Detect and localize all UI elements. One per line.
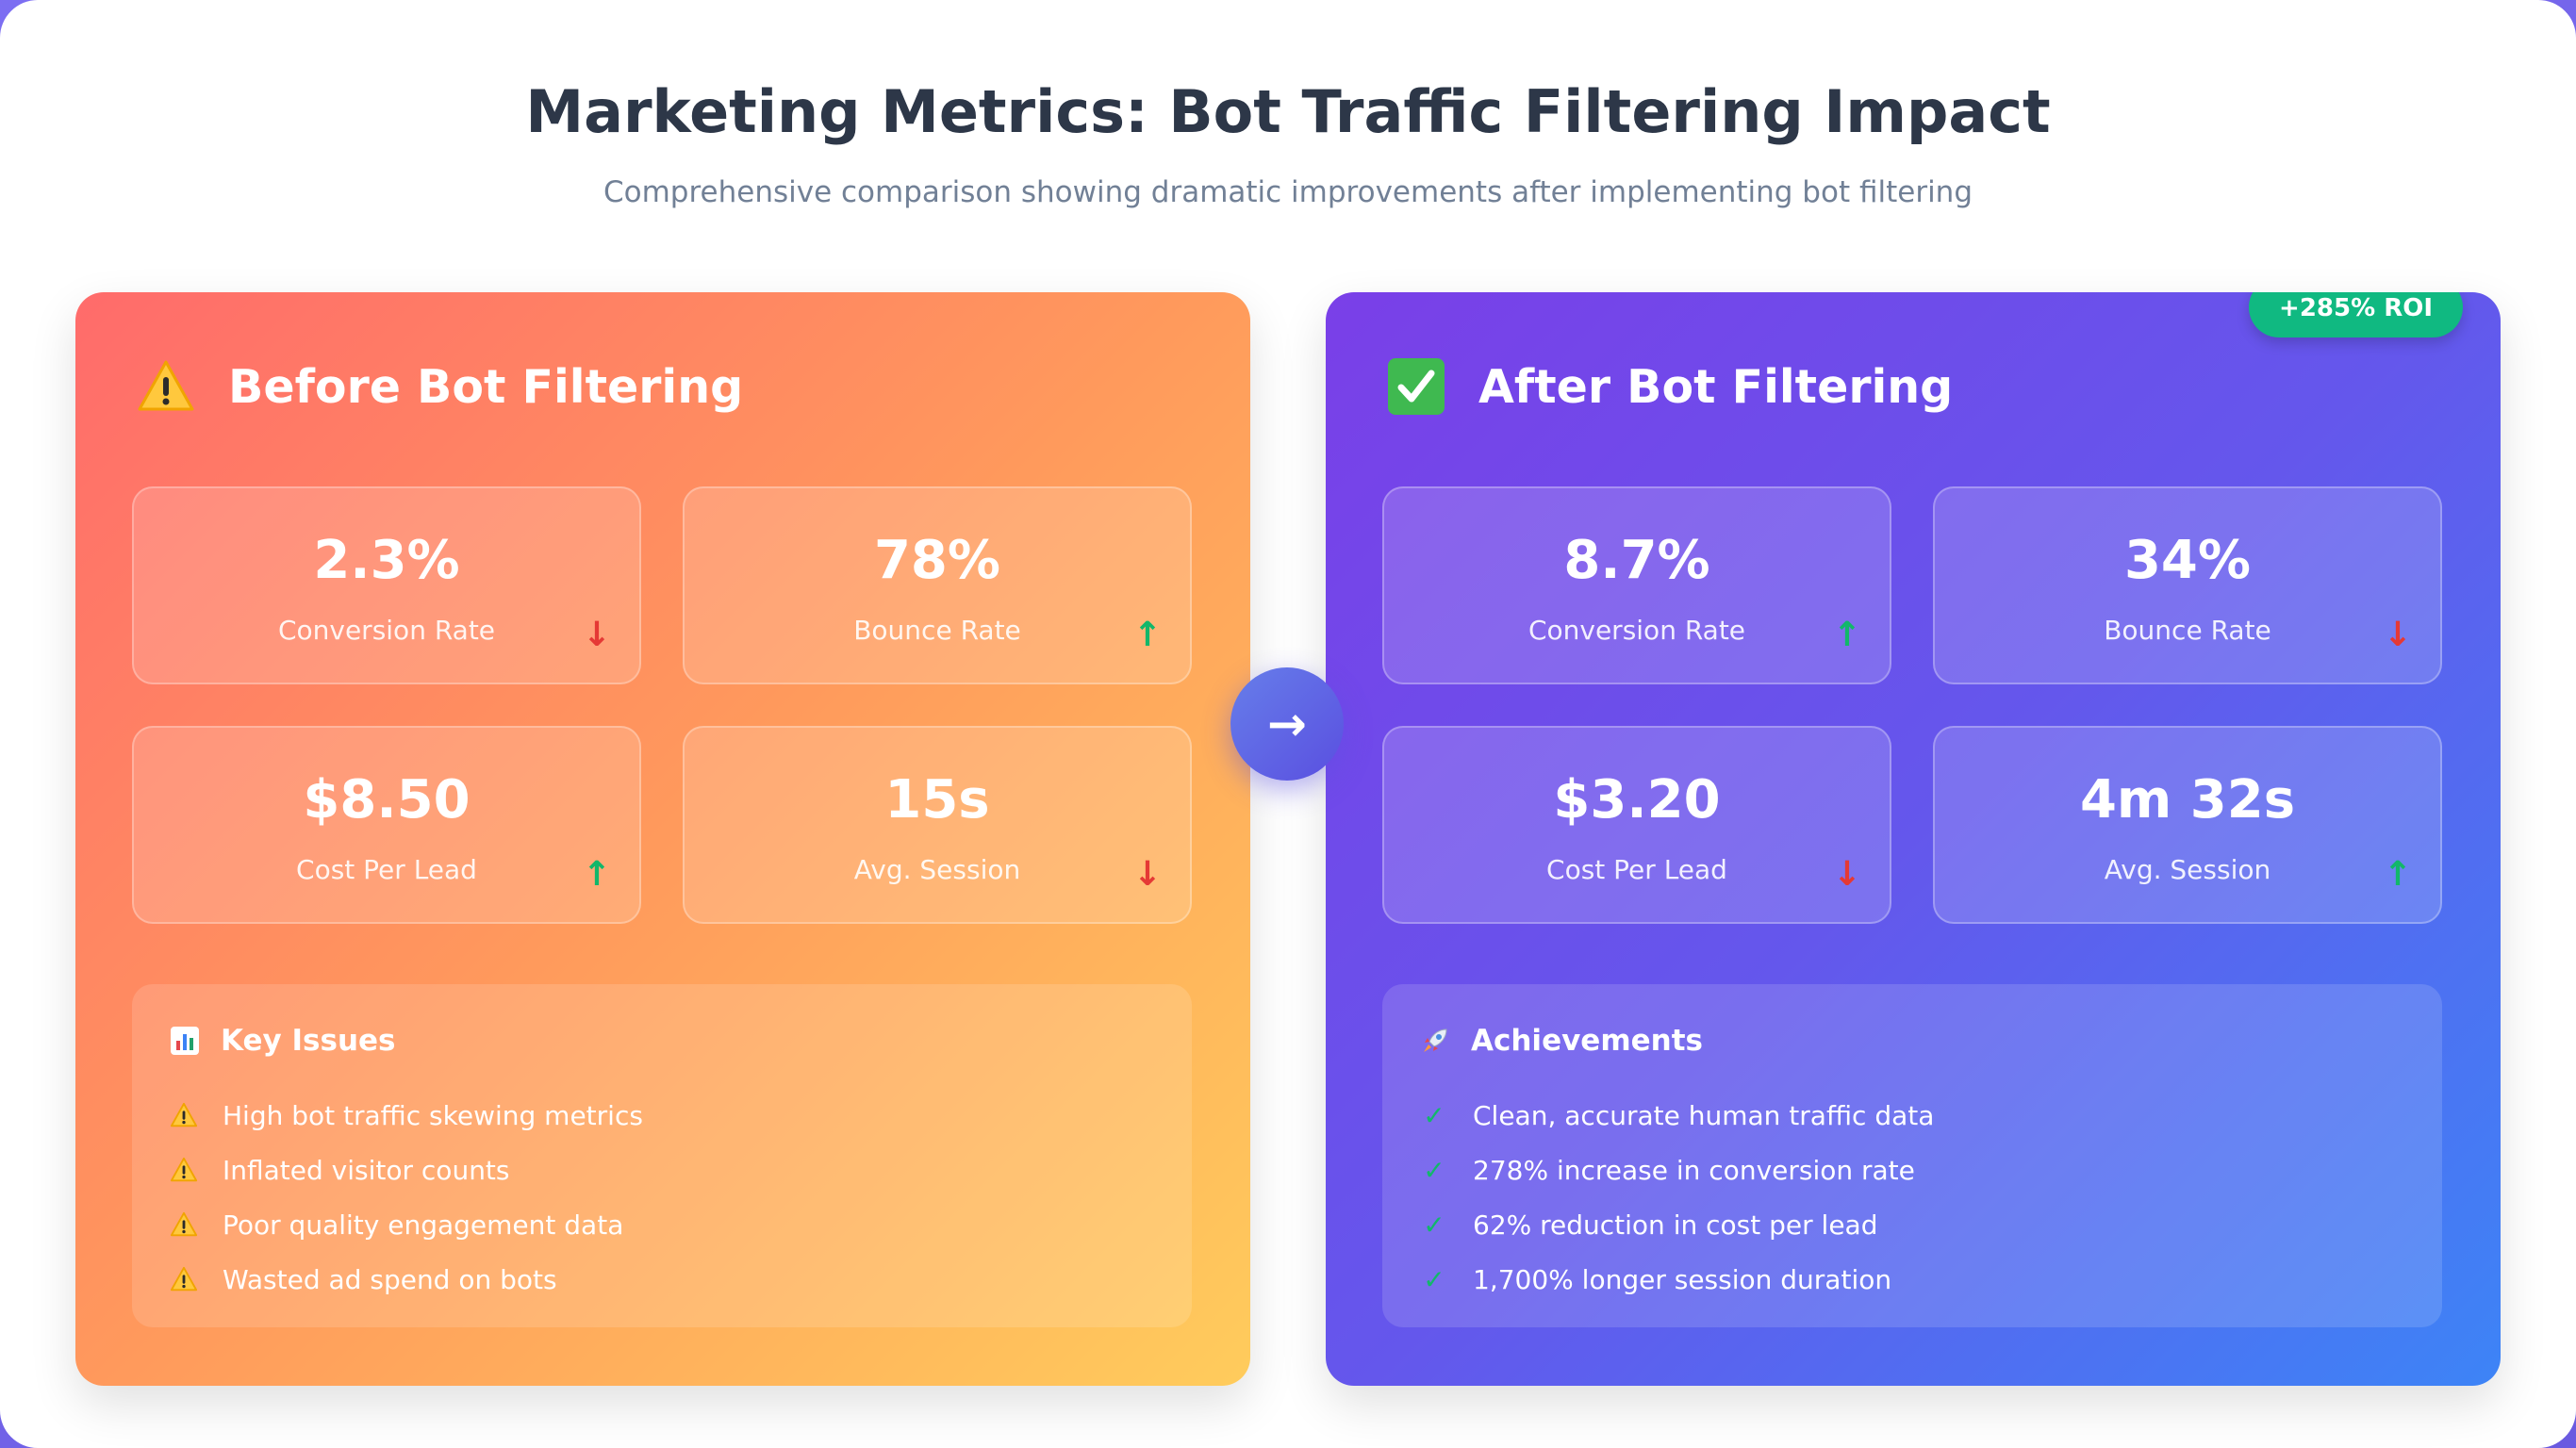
- metric-card-avg-session: 15s Avg. Session ↓: [683, 726, 1192, 924]
- metric-value: 78%: [873, 530, 1001, 591]
- metric-label: Cost Per Lead: [296, 854, 477, 885]
- achievements-header: Achievements: [1420, 1024, 1703, 1058]
- trend-down-icon: ↓: [2383, 616, 2412, 654]
- achievements-list: ✓ Clean, accurate human traffic data ✓ 2…: [1420, 1088, 1934, 1307]
- trend-down-icon: ↓: [1832, 855, 1861, 894]
- trend-up-icon: ↑: [582, 855, 611, 894]
- trend-up-icon: ↑: [1132, 616, 1162, 654]
- warning-icon: [138, 360, 194, 411]
- metric-card-avg-session: 4m 32s Avg. Session ↑: [1933, 726, 2442, 924]
- trend-down-icon: ↓: [582, 616, 611, 654]
- after-panel-header: After Bot Filtering: [1386, 356, 1953, 417]
- metric-card-bounce-rate: 78% Bounce Rate ↑: [683, 486, 1192, 684]
- metric-card-conversion-rate: 8.7% Conversion Rate ↑: [1382, 486, 1891, 684]
- list-item-text: 62% reduction in cost per lead: [1473, 1209, 1878, 1241]
- list-item-text: Poor quality engagement data: [223, 1209, 624, 1241]
- key-issues-title: Key Issues: [221, 1024, 396, 1058]
- check-icon: ✓: [1423, 1263, 1445, 1295]
- trend-down-icon: ↓: [1132, 855, 1162, 894]
- list-item-text: High bot traffic skewing metrics: [223, 1099, 643, 1131]
- metric-label: Conversion Rate: [1527, 615, 1746, 646]
- metric-card-conversion-rate: 2.3% Conversion Rate ↓: [132, 486, 641, 684]
- metric-label: Avg. Session: [2104, 854, 2271, 885]
- list-item-text: 1,700% longer session duration: [1473, 1263, 1892, 1295]
- list-item: ✓ Clean, accurate human traffic data: [1420, 1088, 1934, 1143]
- after-panel-title: After Bot Filtering: [1478, 359, 1954, 414]
- check-icon: ✓: [1423, 1209, 1445, 1241]
- list-item-text: Inflated visitor counts: [223, 1154, 510, 1186]
- metric-value: 15s: [884, 769, 990, 831]
- check-mark-icon: [1388, 358, 1445, 415]
- warning-icon: [170, 1266, 198, 1292]
- metric-label: Bounce Rate: [2104, 615, 2271, 646]
- metric-label: Avg. Session: [853, 854, 1021, 885]
- metric-value: 34%: [2123, 530, 2252, 591]
- after-panel: +285% ROI After Bot Filtering 8.7% Conve…: [1326, 292, 2501, 1386]
- list-item: ✓ 1,700% longer session duration: [1420, 1252, 1934, 1307]
- trend-up-icon: ↑: [1832, 616, 1861, 654]
- achievements-title: Achievements: [1471, 1024, 1703, 1058]
- bar-chart-icon: [171, 1027, 199, 1055]
- metric-card-bounce-rate: 34% Bounce Rate ↓: [1933, 486, 2442, 684]
- list-item: Wasted ad spend on bots: [170, 1252, 643, 1307]
- metric-card-cost-per-lead: $3.20 Cost Per Lead ↓: [1382, 726, 1891, 924]
- trend-up-icon: ↑: [2383, 855, 2412, 894]
- achievements-box: Achievements ✓ Clean, accurate human tra…: [1382, 984, 2442, 1327]
- before-panel-header: Before Bot Filtering: [136, 356, 743, 417]
- metric-value: 8.7%: [1563, 530, 1710, 591]
- page-subtitle: Comprehensive comparison showing dramati…: [603, 175, 1973, 209]
- list-item: ✓ 278% increase in conversion rate: [1420, 1143, 1934, 1197]
- check-icon: ✓: [1423, 1154, 1445, 1186]
- key-issues-box: Key Issues High bot traffic skewing metr…: [132, 984, 1192, 1327]
- list-item: ✓ 62% reduction in cost per lead: [1420, 1197, 1934, 1252]
- warning-icon: [170, 1102, 198, 1127]
- metric-label: Cost Per Lead: [1546, 854, 1727, 885]
- metric-value: 4m 32s: [2079, 769, 2296, 831]
- rocket-icon: [1424, 1028, 1447, 1052]
- check-icon: ✓: [1423, 1099, 1445, 1131]
- key-issues-list: High bot traffic skewing metrics Inflate…: [170, 1088, 643, 1307]
- list-item: Poor quality engagement data: [170, 1197, 643, 1252]
- list-item-text: Clean, accurate human traffic data: [1473, 1099, 1935, 1131]
- key-issues-header: Key Issues: [170, 1024, 396, 1058]
- metric-value: $8.50: [303, 769, 471, 831]
- warning-icon: [170, 1157, 198, 1182]
- metric-card-cost-per-lead: $8.50 Cost Per Lead ↑: [132, 726, 641, 924]
- before-panel-title: Before Bot Filtering: [228, 359, 744, 414]
- arrow-right-icon: →: [1230, 667, 1344, 781]
- list-item: High bot traffic skewing metrics: [170, 1088, 643, 1143]
- metric-value: $3.20: [1553, 769, 1721, 831]
- list-item-text: 278% increase in conversion rate: [1473, 1154, 1915, 1186]
- roi-badge: +285% ROI: [2249, 292, 2463, 337]
- before-panel: Before Bot Filtering 2.3% Conversion Rat…: [75, 292, 1250, 1386]
- metric-label: Conversion Rate: [277, 615, 496, 646]
- page-title: Marketing Metrics: Bot Traffic Filtering…: [525, 77, 2051, 146]
- list-item-text: Wasted ad spend on bots: [223, 1263, 557, 1295]
- list-item: Inflated visitor counts: [170, 1143, 643, 1197]
- metric-label: Bounce Rate: [853, 615, 1021, 646]
- warning-icon: [170, 1211, 198, 1237]
- metric-value: 2.3%: [313, 530, 460, 591]
